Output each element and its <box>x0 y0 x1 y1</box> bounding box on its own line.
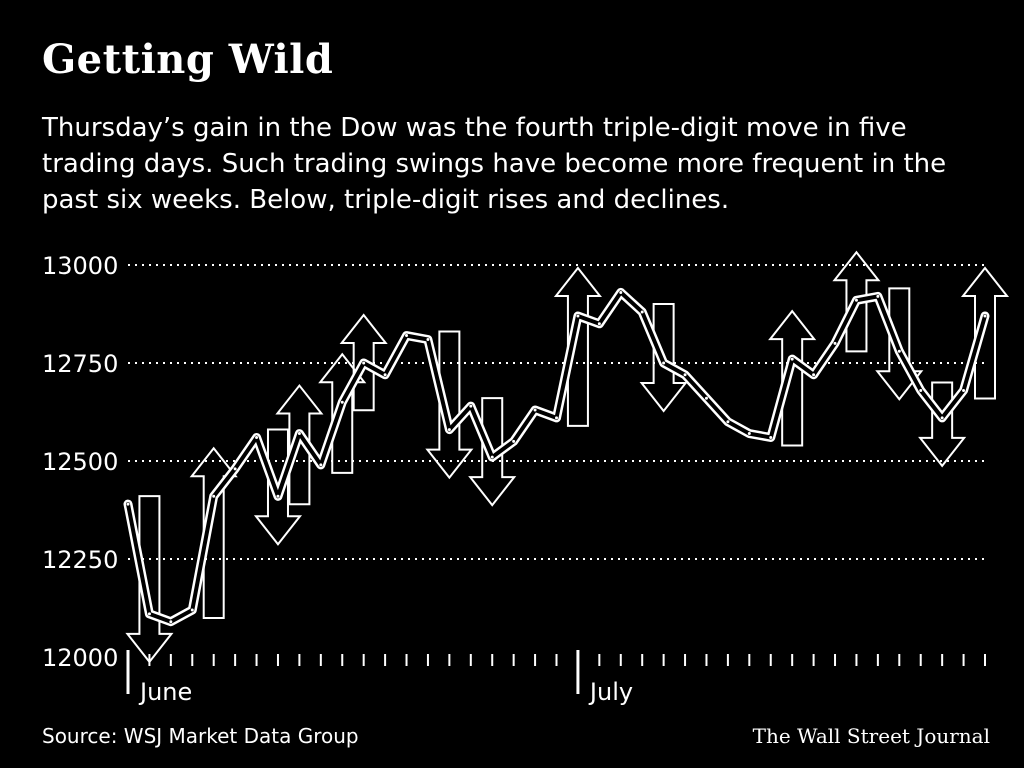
decline-arrow <box>125 495 174 664</box>
chart-title: Getting Wild <box>42 36 334 83</box>
rise-arrow <box>553 266 602 427</box>
month-label: July <box>588 678 633 706</box>
data-point <box>147 612 151 616</box>
y-tick-label: 12500 <box>42 448 118 476</box>
data-point <box>576 314 580 318</box>
data-point <box>490 455 494 459</box>
data-point <box>983 314 987 318</box>
dow-line <box>126 290 987 624</box>
data-point <box>640 310 644 314</box>
data-point <box>812 373 816 377</box>
data-point <box>319 463 323 467</box>
rise-arrow <box>339 313 388 412</box>
data-point <box>340 400 344 404</box>
decline-arrow <box>918 381 967 468</box>
data-point <box>212 494 216 498</box>
data-point <box>854 298 858 302</box>
data-point <box>255 435 259 439</box>
month-label: June <box>138 678 192 706</box>
rise-arrow <box>189 446 238 619</box>
data-point <box>597 322 601 326</box>
data-point <box>276 494 280 498</box>
data-point <box>769 435 773 439</box>
decline-arrow <box>468 397 517 507</box>
rise-arrow <box>832 250 881 353</box>
decline-arrow <box>875 287 924 401</box>
rise-arrow <box>275 383 324 506</box>
data-point <box>126 502 130 506</box>
data-point <box>533 408 537 412</box>
data-point <box>405 334 409 338</box>
decline-arrow <box>425 330 474 480</box>
data-point <box>383 373 387 377</box>
dow-line-outline <box>123 287 990 627</box>
y-tick-label: 12000 <box>42 644 118 672</box>
data-point <box>169 620 173 624</box>
data-point <box>704 396 708 400</box>
data-point <box>362 361 366 365</box>
data-point <box>897 349 901 353</box>
data-point <box>876 294 880 298</box>
y-tick-label: 13000 <box>42 252 118 280</box>
decline-arrow <box>253 428 303 546</box>
data-point <box>683 373 687 377</box>
data-point <box>619 290 623 294</box>
data-point <box>426 337 430 341</box>
data-point <box>297 432 301 436</box>
chart-subtitle: Thursday’s gain in the Dow was the fourt… <box>42 113 947 215</box>
data-point <box>512 439 516 443</box>
data-point <box>833 341 837 345</box>
data-point <box>790 357 794 361</box>
data-point <box>555 416 558 420</box>
source-note: Source: WSJ Market Data Group <box>42 724 359 748</box>
data-point <box>919 388 923 392</box>
data-point <box>190 608 194 612</box>
y-tick-label: 12750 <box>42 350 118 378</box>
data-point <box>469 404 473 408</box>
publisher-logo: The Wall Street Journal <box>752 724 990 748</box>
y-tick-label: 12250 <box>42 546 118 574</box>
data-point <box>962 388 966 392</box>
data-point <box>940 416 944 420</box>
decline-arrow <box>639 303 688 413</box>
data-point <box>747 432 751 436</box>
data-point <box>662 361 666 365</box>
rise-arrow <box>960 266 1010 400</box>
data-point <box>233 467 237 471</box>
data-point <box>447 428 451 432</box>
data-point <box>726 420 730 424</box>
rise-arrow <box>768 309 817 447</box>
